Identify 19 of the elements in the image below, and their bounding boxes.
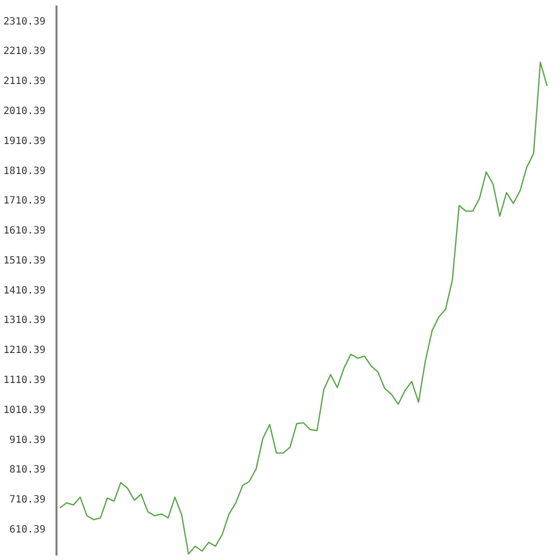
y-tick-label: 1310.39 [3,315,46,326]
y-tick-label: 1410.39 [3,285,46,296]
y-tick-label: 1610.39 [3,226,46,237]
y-tick-label: 1710.39 [3,196,46,207]
y-tick-label: 2210.39 [3,46,46,58]
y-tick-label: 810.39 [9,464,46,476]
y-tick-label: 710.39 [9,494,46,506]
y-tick-label: 2010.39 [3,106,46,118]
y-tick-label: 1810.39 [3,166,46,177]
y-tick-label: 1510.39 [3,255,46,266]
y-tick-label: 610.39 [9,524,46,536]
y-tick-label: 2110.39 [3,76,46,88]
y-tick-label: 1010.39 [3,404,46,416]
y-tick-label: 1210.39 [3,345,46,356]
y-tick-label: 2310.39 [3,16,46,28]
y-tick-label: 910.39 [9,434,46,446]
y-tick-label: 1110.39 [3,375,46,386]
line-series [59,62,548,555]
y-tick-label: 1910.39 [3,136,46,147]
